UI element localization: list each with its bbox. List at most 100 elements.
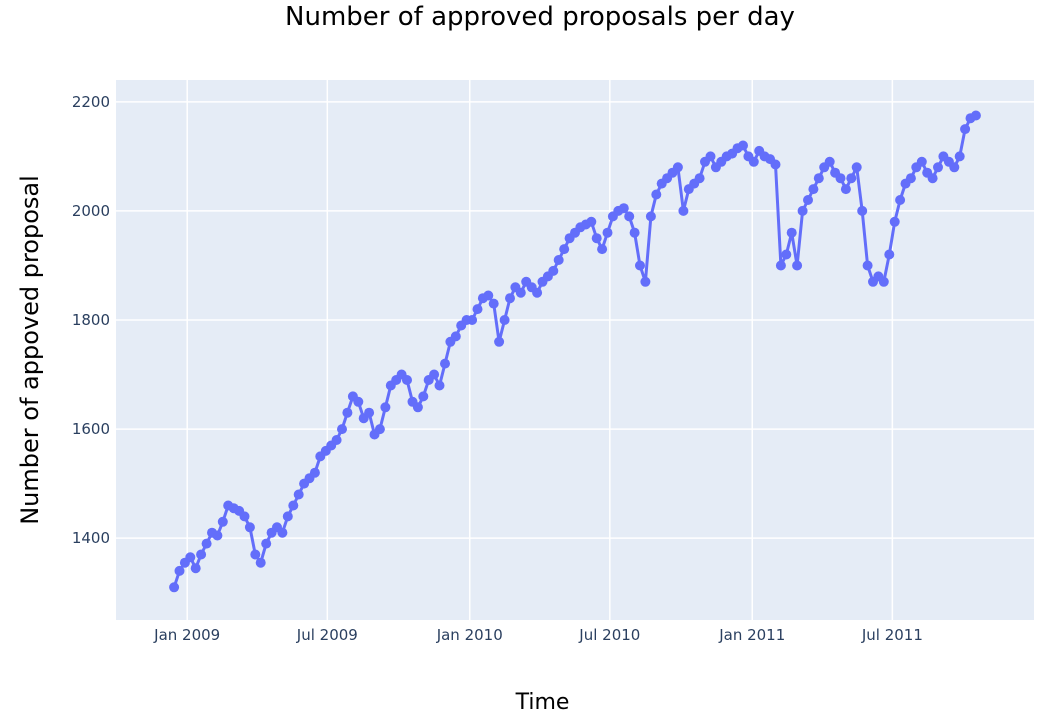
data-point [402, 375, 412, 385]
data-point [803, 195, 813, 205]
data-point [440, 358, 450, 369]
data-point [597, 244, 608, 255]
data-point [786, 227, 797, 238]
data-point [244, 522, 255, 533]
data-point [651, 189, 662, 200]
y-axis-label: Number of appoved proposal [16, 175, 44, 525]
data-point [380, 402, 391, 413]
y-tick-label: 2200 [72, 93, 110, 111]
data-point [878, 276, 889, 287]
data-point [781, 249, 792, 260]
data-point [434, 380, 445, 391]
data-point [309, 467, 320, 478]
data-point [770, 159, 781, 170]
data-point [824, 156, 835, 167]
data-point [418, 391, 429, 402]
data-point [374, 424, 385, 435]
data-point [515, 287, 526, 298]
data-point [797, 205, 808, 216]
x-tick-label: Jan 2011 [718, 626, 785, 644]
data-point [591, 233, 602, 244]
data-point [559, 244, 570, 255]
data-point [905, 173, 916, 184]
y-tick-label: 1600 [72, 420, 110, 438]
data-point [694, 173, 705, 184]
data-point [846, 173, 857, 184]
data-point [450, 331, 461, 342]
data-point [293, 489, 304, 500]
data-point [494, 336, 505, 347]
data-point [775, 260, 786, 271]
data-point [169, 582, 180, 593]
data-point [748, 156, 759, 167]
data-point [960, 124, 971, 135]
data-point [548, 265, 559, 276]
data-point [217, 516, 228, 527]
data-point [174, 565, 185, 576]
data-point [645, 211, 656, 222]
data-point [640, 276, 651, 287]
data-point [472, 304, 483, 315]
data-point [624, 211, 635, 222]
data-point [288, 500, 299, 511]
data-point [212, 530, 223, 541]
data-point [840, 184, 851, 195]
chart-title: Number of approved proposals per day [285, 2, 795, 32]
data-point [678, 205, 689, 216]
data-point [282, 511, 293, 522]
x-tick-label: Jul 2010 [578, 626, 640, 644]
data-point [862, 260, 873, 271]
x-tick-label: Jan 2010 [436, 626, 503, 644]
data-point [499, 315, 510, 325]
data-point [635, 260, 645, 271]
gridlines [116, 80, 1034, 620]
data-point [429, 369, 440, 380]
x-axis-label: Time [515, 690, 570, 715]
data-point [196, 549, 207, 560]
data-point [884, 249, 895, 260]
data-point [201, 538, 212, 549]
data-point [190, 563, 201, 574]
data-point [705, 151, 716, 162]
data-point [792, 260, 803, 271]
data-point [255, 557, 266, 568]
data-point [618, 203, 629, 214]
y-tick-label: 1800 [72, 311, 110, 329]
data-point [857, 205, 868, 216]
data-point [889, 216, 900, 227]
data-point [261, 538, 272, 549]
data-point [927, 173, 938, 184]
data-point [342, 407, 353, 418]
x-tick-label: Jan 2009 [153, 626, 220, 644]
data-point [933, 162, 943, 173]
data-point [835, 173, 846, 184]
data-point [488, 298, 499, 309]
data-point [337, 424, 347, 435]
tick-labels: 1400 1600 1800 2000 2200 Jan 2009 Jul 2009 Jan … [72, 93, 923, 644]
data-point [412, 402, 423, 413]
data-point [949, 162, 960, 173]
y-tick-label: 1400 [72, 529, 110, 547]
data-point [813, 173, 824, 184]
data-point [331, 435, 342, 445]
y-tick-label: 2000 [72, 202, 110, 220]
data-point [185, 552, 196, 563]
data-point [895, 195, 906, 205]
data-point [277, 527, 288, 538]
x-tick-label: Jul 2011 [861, 626, 923, 644]
data-point [629, 227, 640, 238]
data-point [586, 216, 597, 227]
data-point [672, 162, 683, 173]
data-point [808, 184, 819, 195]
data-point [851, 162, 862, 173]
data-point [364, 407, 375, 418]
data-point [553, 255, 564, 265]
data-point [353, 396, 364, 407]
data-point [483, 290, 494, 301]
data-point [532, 287, 543, 298]
series-layer [169, 110, 981, 593]
data-point [970, 110, 981, 121]
data-point [467, 315, 478, 325]
data-point [505, 293, 515, 304]
